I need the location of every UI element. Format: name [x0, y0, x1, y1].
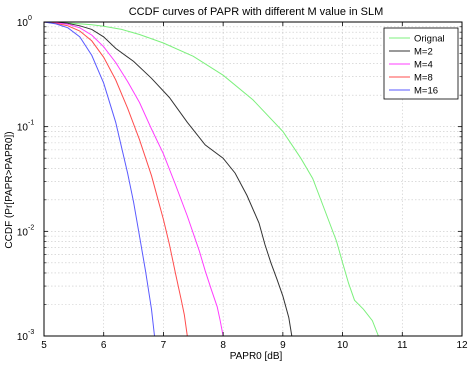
y-tick-exponent: -3 — [28, 329, 34, 336]
y-tick-exponent: -2 — [28, 224, 34, 231]
legend-label: M=16 — [414, 86, 438, 97]
y-axis-label: CCDF (Pr[PAPR>PAPR0]) — [4, 131, 15, 248]
y-tick-label: 10 -3 — [17, 329, 34, 343]
legend-label: M=8 — [414, 73, 433, 84]
x-tick-label: 7 — [161, 340, 167, 351]
plot-frame — [43, 21, 463, 337]
legend-label: M=2 — [414, 47, 433, 58]
x-tick-label: 11 — [397, 340, 408, 351]
series-line-Orignal — [43, 21, 379, 337]
x-tick-label: 10 — [337, 340, 349, 351]
y-tick-base: 10 — [17, 18, 29, 29]
x-tick-label: 12 — [456, 340, 468, 351]
y-tick-label: 10 -2 — [17, 224, 34, 238]
series-line-M=4 — [43, 21, 224, 337]
y-tick-exponent: -1 — [28, 120, 34, 127]
series-line-M=8 — [43, 21, 188, 337]
y-tick-label: 10 -1 — [17, 120, 34, 134]
x-axis-label: PAPR0 [dB] — [230, 351, 283, 362]
y-tick-exponent: 0 — [28, 15, 32, 22]
x-tick-label: 6 — [101, 340, 107, 351]
series-line-M=16 — [43, 21, 155, 337]
y-tick-base: 10 — [17, 332, 29, 343]
x-tick-label: 9 — [280, 340, 286, 351]
chart-title: CCDF curves of PAPR with different M val… — [129, 6, 384, 18]
y-tick-label: 10 0 — [17, 15, 32, 29]
legend: Orignal M=2 M=4 M=8 M=16 — [383, 27, 459, 100]
series-line-M=2 — [43, 21, 293, 337]
legend-label: M=4 — [414, 60, 433, 71]
series-lines — [43, 21, 379, 337]
y-tick-base: 10 — [17, 227, 29, 238]
x-tick-label: 8 — [220, 340, 226, 351]
y-tick-base: 10 — [17, 123, 29, 134]
legend-label: Orignal — [414, 34, 445, 45]
x-tick-label: 5 — [41, 340, 47, 351]
